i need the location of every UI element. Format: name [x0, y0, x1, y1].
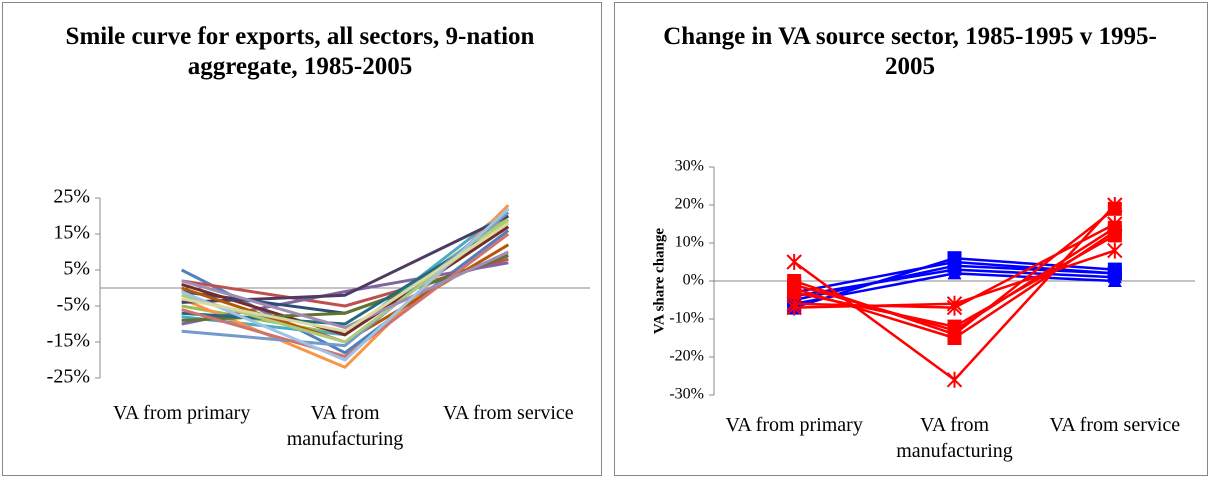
marker [1107, 266, 1122, 281]
marker [1107, 197, 1123, 213]
x-tick-label: VA from primary [112, 402, 251, 424]
y-tick-label: 25% [53, 186, 90, 208]
series-line [181, 232, 510, 358]
y-tick-label: 10% [675, 234, 704, 251]
series-line [181, 214, 509, 304]
marker [946, 299, 963, 316]
y-tick-label: -30% [669, 386, 704, 403]
y-tick-label: 20% [675, 196, 704, 213]
y-axis-label: VA share change [651, 228, 667, 334]
series-line [181, 250, 509, 330]
marker [1107, 274, 1122, 287]
marker [947, 331, 962, 345]
y-tick-label: -25% [47, 366, 90, 388]
x-tick-label: VA from service [1049, 414, 1181, 436]
marker [1107, 242, 1123, 259]
marker [786, 254, 802, 270]
y-tick-label: -20% [669, 348, 704, 365]
chart-title: Change in VA source sector, 1985-1995 v … [663, 23, 1157, 80]
marker [947, 266, 962, 280]
x-tick-label: VA from primary [725, 414, 863, 436]
marker [787, 285, 802, 300]
y-tick-label: 0% [683, 272, 704, 289]
series-line [181, 207, 510, 362]
y-tick-label: -15% [47, 330, 90, 352]
x-tick-label: VA from manufacturing [896, 414, 1013, 462]
x-tick-label: VA from manufacturing [286, 402, 404, 450]
marker [947, 319, 962, 334]
y-tick-label: 15% [53, 222, 90, 244]
marker [1107, 228, 1122, 243]
marker [947, 255, 962, 269]
y-tick-label: -10% [669, 310, 704, 327]
y-tick-label: 5% [63, 258, 90, 280]
chart-title: Smile curve for exports, all sectors, 9-… [65, 23, 535, 80]
y-tick-label: -5% [57, 294, 90, 316]
marker [946, 371, 963, 388]
y-tick-label: 30% [675, 158, 704, 175]
series-line [181, 221, 510, 333]
series-line [181, 211, 510, 348]
x-tick-label: VA from service [442, 402, 574, 424]
